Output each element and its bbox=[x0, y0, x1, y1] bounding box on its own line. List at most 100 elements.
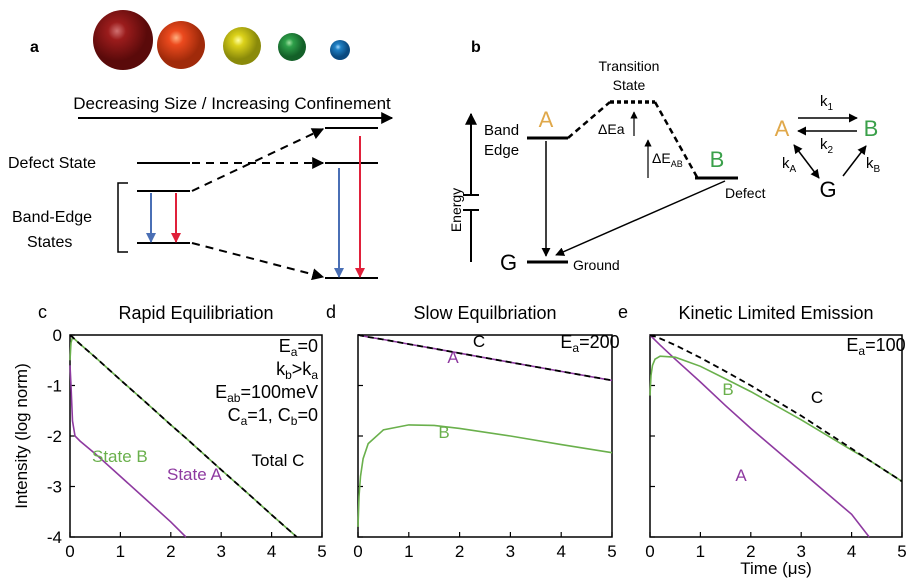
annotation: Eab=100meV bbox=[215, 382, 318, 405]
series-line bbox=[650, 356, 902, 481]
rate-arrow bbox=[794, 145, 819, 178]
y-tick-label: -3 bbox=[47, 478, 62, 497]
subscript: B bbox=[874, 164, 881, 175]
chart-title: Rapid Equilibriation bbox=[118, 303, 273, 323]
subscript: ab bbox=[227, 391, 241, 405]
text: =0 bbox=[297, 336, 318, 356]
series-line bbox=[70, 338, 297, 538]
band-edge-label: Band bbox=[484, 122, 519, 139]
text: =200 bbox=[579, 332, 620, 352]
text: =1, C bbox=[247, 405, 291, 425]
panel-label: a bbox=[30, 39, 39, 56]
x-tick-label: 3 bbox=[216, 542, 225, 561]
state-label: G bbox=[500, 250, 517, 275]
series-label: State B bbox=[92, 447, 148, 466]
subscript: AB bbox=[671, 159, 683, 169]
text: E bbox=[560, 332, 572, 352]
bracket bbox=[118, 183, 128, 252]
rate-label: k1 bbox=[820, 93, 834, 113]
rate-label: kB bbox=[866, 155, 881, 175]
scheme-state: G bbox=[819, 177, 836, 202]
series-label: State A bbox=[167, 465, 222, 484]
y-tick-label: -2 bbox=[47, 427, 62, 446]
nanocrystal bbox=[223, 27, 261, 65]
text: >k bbox=[292, 359, 313, 379]
text: E bbox=[215, 382, 227, 402]
x-tick-label: 5 bbox=[897, 542, 906, 561]
y-axis-label: Intensity (log norm) bbox=[12, 363, 31, 509]
ground-label: Ground bbox=[573, 257, 620, 273]
series-label: Total C bbox=[252, 451, 305, 470]
series-label: C bbox=[811, 388, 823, 407]
series-label: C bbox=[473, 332, 485, 351]
chart: eKinetic Limited Emission012345Time (μs)… bbox=[618, 302, 907, 578]
arrow-label: Decreasing Size / Increasing Confinement bbox=[73, 94, 391, 113]
figure: a Decreasing Size / Increasing Confineme… bbox=[0, 0, 907, 578]
y-tick-label: -4 bbox=[47, 528, 62, 547]
x-tick-label: 4 bbox=[267, 542, 276, 561]
scheme-state: B bbox=[864, 116, 879, 141]
x-tick-label: 4 bbox=[556, 542, 565, 561]
text: C bbox=[228, 405, 241, 425]
series-label: B bbox=[438, 423, 449, 442]
x-tick-label: 5 bbox=[607, 542, 616, 561]
x-tick-label: 0 bbox=[353, 542, 362, 561]
x-tick-label: 0 bbox=[65, 542, 74, 561]
y-tick-label: 0 bbox=[53, 326, 62, 345]
transition-label: State bbox=[613, 77, 646, 93]
panel-label: b bbox=[471, 39, 481, 56]
subscript: 2 bbox=[828, 145, 834, 156]
text: ΔE bbox=[652, 150, 671, 166]
rate-arrow bbox=[843, 146, 866, 176]
shift-arrow bbox=[192, 243, 323, 277]
defect-label: Defect bbox=[725, 185, 766, 201]
panel-label: d bbox=[326, 302, 336, 322]
x-tick-label: 1 bbox=[404, 542, 413, 561]
transition-label: Transition bbox=[599, 58, 660, 74]
text: =100 bbox=[865, 335, 906, 355]
chart-title: Kinetic Limited Emission bbox=[678, 303, 873, 323]
plot-frame bbox=[650, 335, 902, 537]
text: E bbox=[846, 335, 858, 355]
x-tick-label: 2 bbox=[455, 542, 464, 561]
series-label: B bbox=[722, 380, 733, 399]
energy-label: Energy bbox=[448, 188, 464, 232]
x-axis-label: Time (μs) bbox=[740, 559, 812, 578]
x-tick-label: 2 bbox=[166, 542, 175, 561]
subscript: A bbox=[790, 164, 797, 175]
subscript: a bbox=[311, 368, 318, 382]
x-tick-label: 3 bbox=[506, 542, 515, 561]
annotation: Ea=0 bbox=[279, 336, 318, 359]
band-edge-label: Band-Edge bbox=[12, 209, 92, 226]
x-tick-label: 1 bbox=[696, 542, 705, 561]
x-tick-label: 0 bbox=[645, 542, 654, 561]
x-tick-label: 1 bbox=[116, 542, 125, 561]
band-edge-label: Edge bbox=[484, 142, 519, 159]
panel-label: c bbox=[38, 302, 47, 322]
annotation: kb>ka bbox=[276, 359, 318, 382]
band-edge-label: States bbox=[27, 234, 72, 251]
delta-ea: ΔEa bbox=[598, 121, 625, 137]
panel-b: b Energy Band Edge A Transition State ΔE… bbox=[448, 39, 881, 275]
series-label: A bbox=[735, 466, 747, 485]
text: =100meV bbox=[240, 382, 318, 402]
annotation: Ea=200 bbox=[560, 332, 619, 355]
state-label: B bbox=[710, 147, 725, 172]
shift-arrow bbox=[192, 129, 323, 191]
rate-label: kA bbox=[782, 155, 797, 175]
annotation: Ca=1, Cb=0 bbox=[228, 405, 318, 428]
series-line bbox=[650, 335, 869, 537]
text: E bbox=[279, 336, 291, 356]
panel-a: a Decreasing Size / Increasing Confineme… bbox=[8, 10, 392, 278]
decay-arrow bbox=[556, 181, 725, 255]
panel-label: e bbox=[618, 302, 628, 322]
state-label: A bbox=[539, 107, 554, 132]
series-line bbox=[358, 425, 612, 527]
text: =0 bbox=[297, 405, 318, 425]
nanocrystal bbox=[93, 10, 153, 70]
y-tick-label: -1 bbox=[47, 377, 62, 396]
nanocrystal bbox=[157, 21, 205, 69]
chart-title: Slow Equilbriation bbox=[413, 303, 556, 323]
